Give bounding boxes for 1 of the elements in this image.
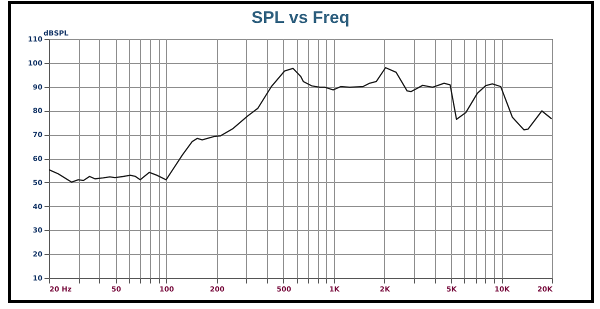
chart-title: SPL vs Freq: [252, 8, 350, 27]
